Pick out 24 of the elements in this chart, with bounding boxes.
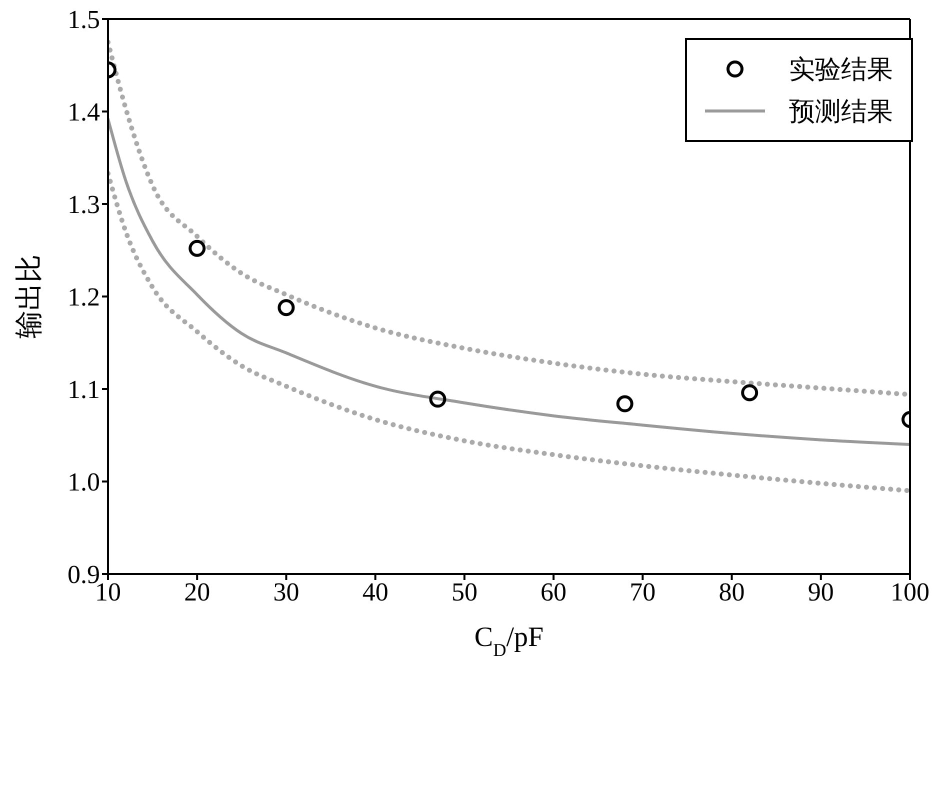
- x-tick-label: 50: [451, 577, 478, 606]
- x-tick-label: 80: [718, 577, 745, 606]
- point: [741, 384, 758, 402]
- y-tick-label: 1.0: [68, 468, 100, 497]
- x-axis-title: C$_{D}$/pF: [474, 622, 544, 660]
- y-tick-label: 1.1: [68, 375, 100, 404]
- y-tick-label: 1.4: [68, 98, 100, 127]
- x-tick-label: 20: [184, 577, 210, 606]
- point: [278, 299, 295, 316]
- y-tick-label: 1.5: [68, 5, 100, 34]
- y-tick-label: 1.2: [68, 282, 100, 312]
- point: [429, 390, 446, 408]
- x-tick-label: 40: [362, 577, 388, 606]
- y-tick-label: 1.3: [68, 190, 100, 220]
- x-tick-label: 70: [630, 577, 656, 606]
- point: [616, 395, 634, 412]
- x-tick-label: 30: [273, 577, 300, 606]
- x-tick-label: 60: [540, 577, 567, 606]
- legend-label: 预测结果: [789, 96, 893, 128]
- point: [188, 240, 206, 257]
- legend-label: 实验结果: [789, 54, 893, 86]
- x-tick-label: 100: [890, 577, 930, 606]
- x-tick-label: 90: [808, 577, 834, 606]
- y-axis-title: 输出比: [12, 254, 45, 338]
